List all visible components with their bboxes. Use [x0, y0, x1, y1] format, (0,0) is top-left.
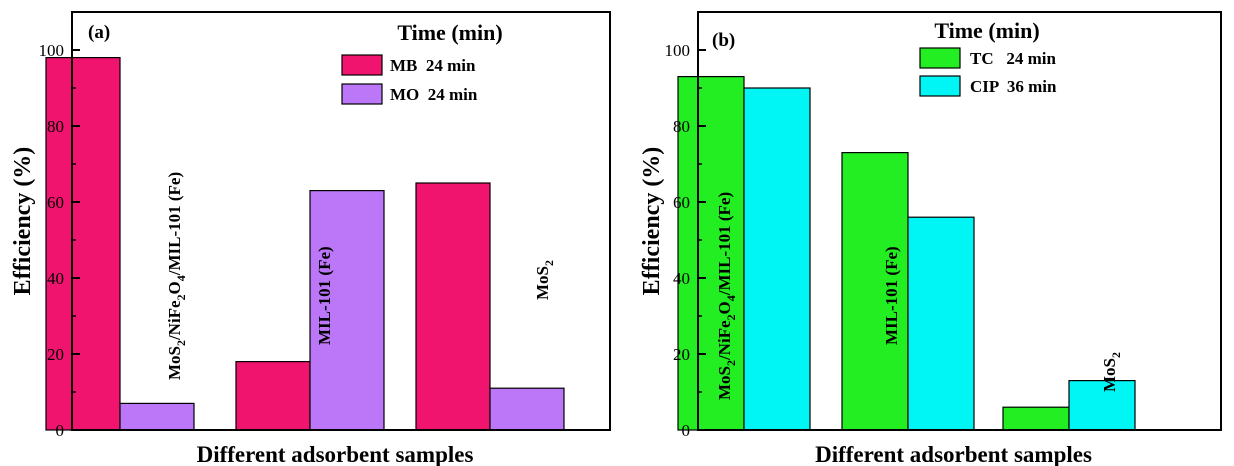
- x-axis-label: Different adsorbent samples: [197, 442, 474, 466]
- y-tick-label: 0: [682, 421, 691, 440]
- x-axis-label: Different adsorbent samples: [815, 442, 1092, 466]
- category-label: MIL-101 (Fe): [315, 246, 334, 345]
- plot-frame: [71, 11, 611, 431]
- legend-swatch: [919, 75, 961, 97]
- y-tick-label: 40: [47, 269, 64, 288]
- y-tick-label: 80: [47, 117, 64, 136]
- legend-swatch: [341, 83, 383, 105]
- legend-entry: MB 24 min: [390, 56, 476, 75]
- category-label: MoS2/NiFe2O4/MIL-101 (Fe): [165, 172, 188, 380]
- bar-mb-1: [45, 56, 121, 431]
- legend-entry: TC 24 min: [970, 49, 1057, 68]
- bar-tc-1: [677, 75, 745, 431]
- legend-swatch: [919, 47, 961, 69]
- y-tick-label: 100: [39, 41, 65, 60]
- bar-cip-2: [907, 216, 975, 431]
- y-tick-label: 0: [56, 421, 65, 440]
- bar-mb-3: [415, 182, 491, 431]
- legend-entry: MO 24 min: [390, 85, 478, 104]
- y-tick-label: 20: [673, 345, 690, 364]
- bar-mb-2: [235, 361, 311, 431]
- panel-label: (a): [88, 22, 110, 43]
- y-tick-label: 20: [47, 345, 64, 364]
- legend-title: Time (min): [397, 20, 502, 45]
- y-tick-label: 80: [673, 117, 690, 136]
- legend-swatch: [341, 54, 383, 76]
- chart-panel-b: 0 20 40 60 80 100 (b) Efficiency (%) Different a…: [639, 11, 1222, 466]
- legend-entry: CIP 36 min: [970, 77, 1057, 96]
- category-label: MoS2: [1100, 352, 1123, 392]
- bar-cip-3: [1068, 380, 1136, 431]
- bar-mo-3: [489, 387, 565, 431]
- bar-mo-2: [309, 190, 385, 431]
- y-tick-label: 100: [665, 41, 691, 60]
- chart-panel-a: 0 20 40 60 80 100 (a) Efficiency (%) Different a…: [10, 11, 611, 466]
- y-tick-label: 60: [673, 193, 690, 212]
- category-label: MIL-101 (Fe): [882, 246, 901, 345]
- y-tick-label: 40: [673, 269, 690, 288]
- bar-tc-3: [1002, 406, 1070, 431]
- plot-frame: [697, 11, 1222, 431]
- y-tick-label: 60: [47, 193, 64, 212]
- bar-cip-1: [743, 87, 811, 431]
- legend-title: Time (min): [934, 18, 1039, 43]
- panel-label: (b): [712, 30, 735, 51]
- category-label: MoS2: [533, 260, 556, 300]
- category-label: MoS2/NiFe2O4/MIL-101 (Fe): [715, 192, 738, 400]
- y-axis-label: Efficiency (%): [10, 147, 36, 296]
- bar-mo-1: [119, 402, 195, 431]
- y-axis-label: Efficiency (%): [639, 147, 665, 296]
